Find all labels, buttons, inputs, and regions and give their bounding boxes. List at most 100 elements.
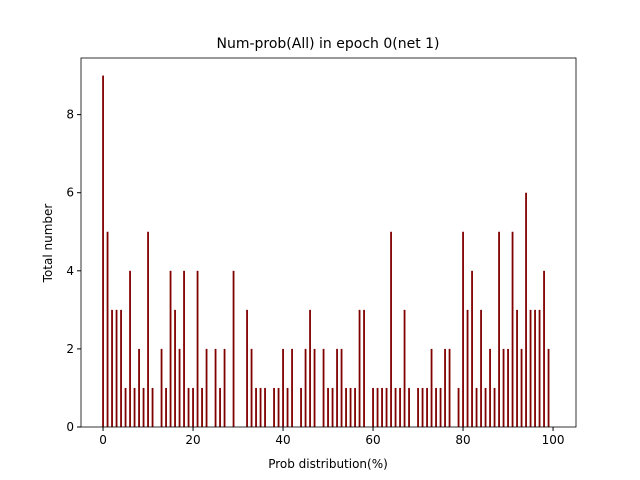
bar	[390, 231, 392, 427]
bar	[520, 348, 523, 427]
bar	[516, 309, 518, 427]
bar	[214, 348, 217, 427]
bar	[498, 231, 500, 427]
bar	[232, 270, 235, 427]
plot-frame	[80, 57, 577, 428]
x-tick-label: 80	[455, 433, 470, 447]
bar	[475, 387, 478, 427]
bar	[111, 309, 113, 427]
x-tick-label: 100	[542, 433, 565, 447]
bar	[448, 348, 451, 427]
bar	[273, 387, 275, 427]
bar	[511, 231, 514, 427]
bar	[165, 387, 167, 427]
bar	[399, 387, 401, 427]
bar	[372, 387, 374, 427]
bar	[264, 387, 266, 427]
bar	[336, 348, 338, 427]
bar	[187, 387, 190, 427]
y-tick-label: 2	[66, 342, 74, 356]
x-tick-label: 60	[365, 433, 380, 447]
bar	[102, 75, 104, 428]
y-tick-label: 8	[66, 108, 74, 122]
bar	[129, 270, 131, 427]
bar	[489, 348, 491, 427]
bar	[133, 387, 136, 427]
bar	[493, 387, 496, 427]
bar	[444, 348, 446, 427]
bar	[124, 387, 127, 427]
bar	[115, 309, 118, 427]
bar	[259, 387, 262, 427]
bar	[160, 348, 163, 427]
bar	[547, 348, 550, 427]
bar	[381, 387, 383, 427]
bar	[466, 309, 469, 427]
chart-title: Num-prob(All) in epoch 0(net 1)	[216, 36, 439, 52]
bar	[282, 348, 284, 427]
bar	[439, 387, 442, 427]
bar	[255, 387, 257, 427]
bar	[354, 387, 356, 427]
x-tick-label: 20	[185, 433, 200, 447]
bar	[421, 387, 424, 427]
bar	[183, 270, 185, 427]
bar	[219, 387, 221, 427]
x-tick-label: 0	[99, 433, 107, 447]
bar	[525, 192, 527, 427]
bar	[205, 348, 208, 427]
y-tick-label: 6	[66, 186, 74, 200]
bar	[502, 348, 505, 427]
bar	[313, 348, 316, 427]
bar	[120, 309, 122, 427]
bar	[201, 387, 203, 427]
bar	[300, 387, 302, 427]
bar	[408, 387, 410, 427]
bar	[142, 387, 145, 427]
bar	[543, 270, 545, 427]
bar	[457, 387, 460, 427]
bar	[147, 231, 149, 427]
bar	[331, 387, 334, 427]
bar	[403, 309, 406, 427]
y-tick-label: 4	[66, 264, 74, 278]
bar	[309, 309, 311, 427]
bar	[507, 348, 509, 427]
bar	[151, 387, 154, 427]
bar	[430, 348, 433, 427]
bar	[538, 309, 541, 427]
bar	[376, 387, 379, 427]
bar	[196, 270, 199, 427]
bar	[417, 387, 419, 427]
bar	[340, 348, 343, 427]
bar	[534, 309, 536, 427]
bar	[394, 387, 397, 427]
y-axis-label: Total number	[41, 204, 55, 284]
bar	[277, 387, 280, 427]
y-tick-label: 0	[66, 420, 74, 434]
bar	[286, 387, 289, 427]
bar	[358, 309, 361, 427]
bar	[138, 348, 140, 427]
bar	[291, 348, 293, 427]
bar	[385, 387, 388, 427]
bar	[435, 387, 437, 427]
bar	[480, 309, 482, 427]
bar	[327, 387, 329, 427]
bar	[169, 270, 172, 427]
bar	[363, 309, 365, 427]
bar	[345, 387, 347, 427]
x-axis-label: Prob distribution(%)	[268, 457, 388, 471]
bar	[349, 387, 352, 427]
bar	[250, 348, 253, 427]
bar	[304, 348, 307, 427]
bar	[484, 387, 487, 427]
bar	[471, 270, 473, 427]
bar	[322, 348, 325, 427]
bar	[192, 387, 194, 427]
bar	[462, 231, 464, 427]
x-tick-label: 40	[275, 433, 290, 447]
bar	[223, 348, 226, 427]
bar	[174, 309, 176, 427]
